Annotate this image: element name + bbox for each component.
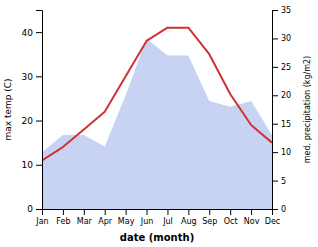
x-axis-title: date (month) bbox=[120, 232, 194, 243]
tick-mark bbox=[272, 152, 278, 153]
tick: 5 bbox=[272, 177, 286, 186]
tick-label: Jul bbox=[162, 217, 173, 226]
y-axis: 0 10 20 30 40 bbox=[22, 11, 43, 215]
tick-mark bbox=[188, 209, 189, 215]
tick-mark bbox=[36, 209, 42, 210]
tick: Feb bbox=[56, 209, 70, 226]
tick: 30 bbox=[22, 72, 42, 82]
chart: JanFebMarAprMayJunJulAugSepOctNovDec0102… bbox=[0, 0, 318, 247]
tick: Dec bbox=[265, 209, 280, 226]
tick: Mar bbox=[77, 209, 93, 226]
tick-label: Aug bbox=[181, 217, 197, 226]
y2-axis-title: med. precipitation (kg/m2) bbox=[303, 56, 312, 163]
tick-mark bbox=[272, 181, 278, 182]
tick: Jul bbox=[162, 209, 173, 226]
tick: Oct bbox=[224, 209, 238, 226]
tick-mark bbox=[272, 38, 278, 39]
tick-label: May bbox=[118, 217, 135, 226]
tick: 20 bbox=[22, 116, 42, 126]
axis-line bbox=[43, 210, 273, 216]
line bbox=[42, 28, 272, 161]
tick-label: Sep bbox=[202, 217, 217, 226]
tick: 10 bbox=[272, 148, 291, 157]
tick: 40 bbox=[22, 27, 42, 37]
tick-mark bbox=[272, 209, 278, 210]
tick-label: 30 bbox=[22, 72, 34, 82]
tick-mark bbox=[36, 32, 42, 33]
tick: Sep bbox=[202, 209, 217, 226]
tick: May bbox=[118, 209, 135, 226]
y-axis-title: max temp (C) bbox=[3, 78, 13, 140]
tick-mark bbox=[272, 10, 278, 11]
tick: 35 bbox=[272, 6, 291, 15]
tick-label: Jan bbox=[35, 217, 48, 226]
tick-label: 30 bbox=[281, 34, 291, 43]
tick: Aug bbox=[181, 209, 197, 226]
tick-mark bbox=[272, 95, 278, 96]
tick-label: 25 bbox=[281, 63, 291, 72]
tick-mark bbox=[84, 209, 85, 215]
tick: Nov bbox=[244, 209, 260, 226]
tick-label: 20 bbox=[281, 91, 291, 100]
area bbox=[42, 38, 272, 209]
tick-mark bbox=[272, 124, 278, 125]
tick: 15 bbox=[272, 120, 291, 129]
tick-label: 0 bbox=[27, 204, 33, 214]
tick-mark bbox=[272, 67, 278, 68]
tick: Jan bbox=[35, 209, 48, 226]
tick: 0 bbox=[272, 205, 286, 214]
y2-axis: 0 5 10 15 20 25 30 35 bbox=[272, 6, 291, 214]
axis-line bbox=[273, 11, 279, 210]
tick-label: Dec bbox=[265, 217, 280, 226]
tick-mark bbox=[36, 121, 42, 122]
tick: 25 bbox=[272, 63, 291, 72]
tick-label: 5 bbox=[281, 177, 286, 186]
tick-label: 10 bbox=[22, 160, 34, 170]
x-axis: Jan Feb Mar Apr May Jun Jul Aug Sep Oct Nov Dec bbox=[35, 209, 280, 226]
tick-label: Mar bbox=[77, 217, 93, 226]
tick-mark bbox=[126, 209, 127, 215]
tick-mark bbox=[36, 165, 42, 166]
tick-label: 35 bbox=[281, 6, 291, 15]
tick-label: 40 bbox=[22, 27, 34, 37]
tick-label: Apr bbox=[98, 217, 113, 226]
tick-label: Nov bbox=[244, 217, 260, 226]
tick-label: Feb bbox=[56, 217, 70, 226]
tick-mark bbox=[167, 209, 168, 215]
marks bbox=[42, 28, 272, 209]
tick: Apr bbox=[98, 209, 113, 226]
tick: Jun bbox=[140, 209, 154, 226]
tick-mark bbox=[105, 209, 106, 215]
tick-label: 10 bbox=[281, 148, 291, 157]
tick-mark bbox=[36, 76, 42, 77]
tick-label: 0 bbox=[281, 205, 286, 214]
tick-label: 20 bbox=[22, 116, 34, 126]
tick-label: Oct bbox=[224, 217, 238, 226]
tick: 0 bbox=[27, 204, 42, 214]
tick-label: Jun bbox=[140, 217, 154, 226]
tick: 30 bbox=[272, 34, 291, 43]
tick-mark bbox=[251, 209, 252, 215]
tick-label: 15 bbox=[281, 120, 291, 129]
tick-mark bbox=[209, 209, 210, 215]
tick: 20 bbox=[272, 91, 291, 100]
tick: 10 bbox=[22, 160, 42, 170]
axis-line bbox=[36, 11, 43, 210]
tick-mark bbox=[230, 209, 231, 215]
tick-mark bbox=[147, 209, 148, 215]
tick-mark bbox=[63, 209, 64, 215]
plot: JanFebMarAprMayJunJulAugSepOctNovDec0102… bbox=[22, 6, 292, 226]
